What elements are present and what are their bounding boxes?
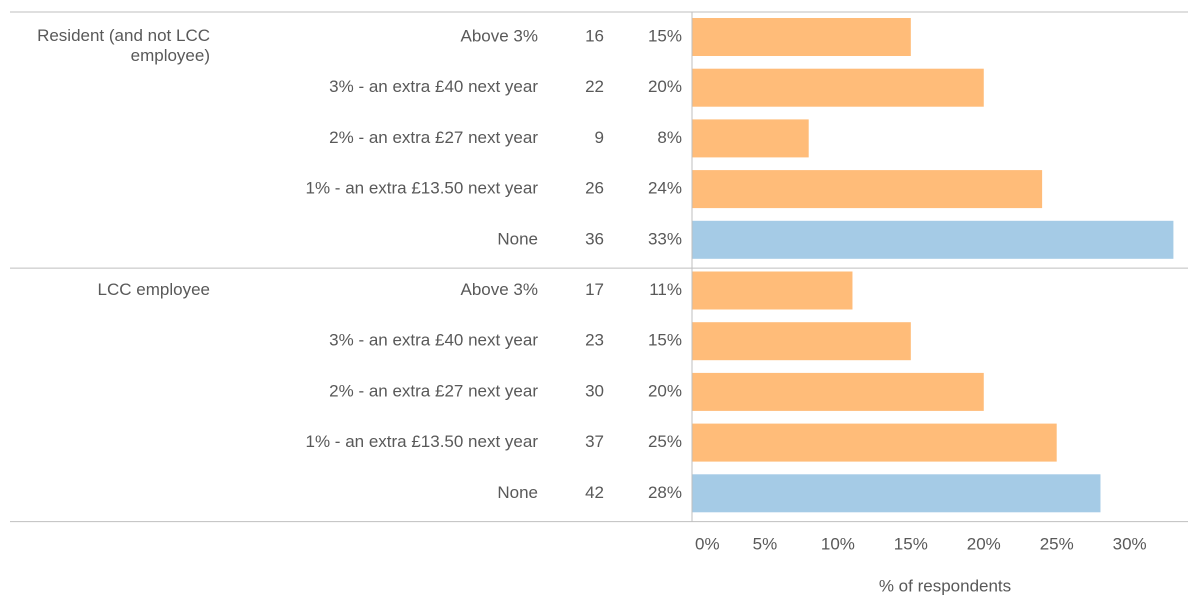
- x-tick-label: 30%: [1113, 534, 1147, 553]
- value-label: 33%: [648, 229, 682, 248]
- count-label: 17: [585, 280, 604, 299]
- group-label: LCC employee: [97, 279, 210, 299]
- bar: [692, 119, 809, 158]
- count-label: 26: [585, 179, 604, 198]
- group-label: Resident (and not LCC employee): [37, 26, 210, 65]
- category-label: Above 3%: [461, 280, 539, 299]
- category-label: 1% - an extra £13.50 next year: [306, 179, 539, 198]
- value-label: 20%: [648, 381, 682, 400]
- value-label: 25%: [648, 432, 682, 451]
- category-label: 2% - an extra £27 next year: [329, 128, 538, 147]
- x-tick-label: 25%: [1040, 534, 1074, 553]
- category-label: Above 3%: [461, 26, 539, 45]
- bar: [692, 271, 853, 310]
- count-label: 22: [585, 77, 604, 96]
- value-label: 24%: [648, 179, 682, 198]
- category-label: 1% - an extra £13.50 next year: [306, 432, 539, 451]
- x-axis-label: % of respondents: [879, 576, 1011, 595]
- x-tick-label: 10%: [821, 534, 855, 553]
- count-label: 37: [585, 432, 604, 451]
- count-label: 42: [585, 483, 604, 502]
- value-label: 11%: [649, 280, 682, 299]
- bar: [692, 18, 911, 56]
- bar: [692, 170, 1043, 209]
- category-label: 3% - an extra £40 next year: [329, 77, 538, 96]
- x-tick-label: 15%: [894, 534, 928, 553]
- count-label: 9: [595, 128, 604, 147]
- x-tick-label: 0%: [695, 534, 720, 553]
- category-label: 3% - an extra £40 next year: [329, 331, 538, 350]
- count-label: 30: [585, 381, 604, 400]
- count-label: 23: [585, 331, 604, 350]
- category-label: None: [497, 229, 538, 248]
- bar: [692, 322, 911, 361]
- value-label: 28%: [648, 483, 682, 502]
- value-label: 20%: [648, 77, 682, 96]
- bar: [692, 372, 984, 411]
- value-label: 8%: [657, 128, 682, 147]
- bar: [692, 220, 1174, 259]
- value-label: 15%: [648, 331, 682, 350]
- count-label: 16: [585, 26, 604, 45]
- bar: [692, 474, 1101, 513]
- x-tick-label: 20%: [967, 534, 1001, 553]
- x-tick-label: 5%: [753, 534, 778, 553]
- category-label: 2% - an extra £27 next year: [329, 381, 538, 400]
- value-label: 15%: [648, 26, 682, 45]
- count-label: 36: [585, 229, 604, 248]
- category-label: None: [497, 483, 538, 502]
- bar: [692, 423, 1057, 462]
- bar: [692, 68, 984, 107]
